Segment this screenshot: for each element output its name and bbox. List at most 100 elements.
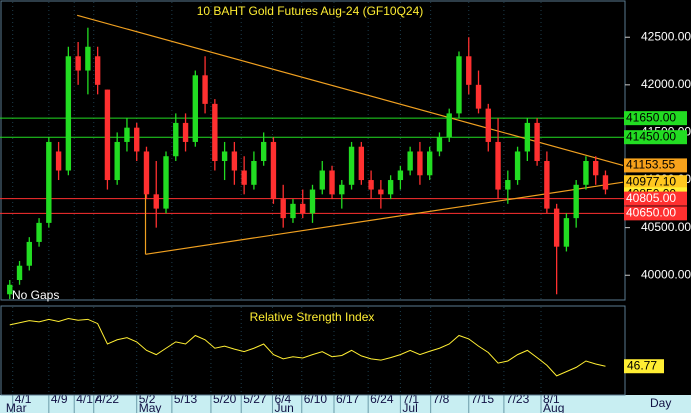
candle-body: [36, 222, 42, 242]
candle-body: [524, 122, 531, 152]
candle-body: [280, 199, 286, 219]
x-tick-label: 6/4: [274, 392, 291, 406]
candle-body: [348, 146, 355, 185]
x-tick-label: 4/1: [15, 392, 32, 406]
candle-body: [65, 56, 72, 171]
candle-body: [134, 127, 140, 152]
chart-title: 10 BAHT Gold Futures Aug-24 (GF10Q24): [197, 4, 424, 18]
price-label: 41450.00: [626, 129, 676, 143]
x-tick-label: 7/8: [433, 392, 450, 406]
candle-body: [309, 189, 316, 214]
x-tick-label: 4/9: [51, 392, 68, 406]
candle-body: [387, 180, 394, 195]
trend-line: [76, 14, 624, 166]
month-label: Jun: [274, 401, 293, 413]
candle-body: [260, 141, 267, 161]
price-box: [624, 175, 687, 190]
candle-body: [397, 170, 404, 181]
price-box: [624, 206, 687, 221]
month-label: Aug: [543, 401, 564, 413]
x-tick-label: 6/24: [370, 392, 394, 406]
candle-body: [495, 141, 501, 190]
candle-body: [221, 151, 228, 161]
x-tick-label: 5/27: [243, 392, 267, 406]
candle-body: [378, 189, 384, 195]
candle-body: [75, 56, 81, 71]
candle-body: [446, 113, 452, 138]
candle-body: [7, 284, 13, 295]
candle-body: [573, 184, 579, 219]
panel-frame: [0, 305, 626, 396]
candle-body: [602, 175, 609, 190]
candle-body: [251, 160, 257, 185]
candle-body: [427, 151, 433, 176]
candle-body: [563, 218, 570, 247]
x-tick-label: 6/10: [304, 392, 328, 406]
candle-body: [114, 141, 120, 181]
candle-body: [319, 170, 325, 190]
price-label: 40977.10: [626, 174, 676, 188]
candle-body: [85, 46, 91, 71]
candle-body: [514, 151, 521, 181]
candle-body: [456, 56, 462, 114]
price-box: [624, 111, 687, 126]
x-tick-label: 5/2: [139, 392, 156, 406]
price-box: [624, 130, 687, 145]
candle-body: [231, 151, 238, 171]
price-label: 40650.00: [626, 206, 676, 220]
x-tick-label: 7/1: [402, 392, 419, 406]
candle-body: [417, 151, 423, 176]
candle-body: [593, 160, 599, 176]
x-tick-label: 7/15: [471, 392, 495, 406]
rsi-label: 46.77: [627, 358, 657, 372]
y-tick-label: 40000.00: [641, 267, 691, 281]
note: No Gaps: [12, 288, 59, 302]
x-tick-label: 5/13: [174, 392, 198, 406]
candle-body: [505, 180, 511, 190]
x-tick-label: 6/17: [336, 392, 360, 406]
y-tick-label: 42500.00: [641, 29, 691, 43]
x-tick-label: 4/22: [96, 392, 120, 406]
candle-body: [143, 151, 150, 195]
y-tick-label: 42000.00: [641, 77, 691, 91]
panel-title: Relative Strength Index: [250, 310, 375, 324]
candle-body: [407, 151, 413, 171]
candle-body: [212, 103, 218, 161]
price-box: [624, 191, 687, 206]
candle-body: [173, 122, 179, 157]
x-axis-bar: [0, 395, 691, 413]
price-label: 41153.55: [626, 158, 675, 172]
candle-body: [534, 122, 540, 161]
x-tick-label: 8/1: [543, 392, 560, 406]
candle-body: [553, 208, 560, 247]
candle-body: [475, 84, 482, 109]
x-tick-label: 5/20: [213, 392, 237, 406]
candle-body: [16, 265, 23, 281]
month-label: Mar: [6, 401, 27, 413]
candle-body: [241, 170, 247, 185]
candle-body: [153, 194, 159, 209]
candle-body: [202, 75, 208, 104]
candle-body: [358, 146, 365, 181]
candle-body: [104, 89, 111, 181]
month-label: May: [139, 401, 162, 413]
rsi-line: [9, 317, 606, 377]
x-axis-title: Day: [650, 396, 671, 410]
candle-body: [544, 160, 550, 209]
candle-body: [124, 127, 130, 142]
x-tick-label: 7/23: [506, 392, 530, 406]
candle-body: [583, 160, 589, 185]
candle-body: [182, 122, 189, 142]
y-tick-label: 40500.00: [641, 220, 691, 234]
price-label: 40805.00: [626, 191, 676, 205]
candle-body: [26, 241, 32, 266]
price-label: 41650.00: [626, 110, 676, 124]
candle-body: [466, 56, 472, 85]
candle-body: [192, 75, 198, 142]
candle-body: [290, 203, 296, 219]
candle-body: [300, 203, 306, 214]
candle-body: [368, 180, 374, 190]
panel-frame: [0, 0, 626, 301]
